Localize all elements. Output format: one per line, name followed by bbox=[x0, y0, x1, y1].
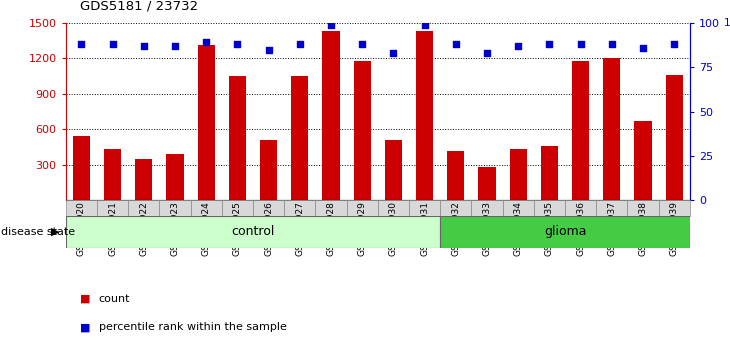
Bar bbox=[253, 200, 284, 216]
Point bbox=[575, 41, 586, 47]
Point bbox=[356, 41, 368, 47]
Point bbox=[512, 43, 524, 49]
Bar bbox=[510, 149, 527, 200]
Text: ▶: ▶ bbox=[51, 227, 60, 237]
Point bbox=[75, 41, 87, 47]
Text: control: control bbox=[231, 225, 274, 238]
Point bbox=[231, 41, 243, 47]
Text: GSM769931: GSM769931 bbox=[420, 201, 429, 256]
Point bbox=[294, 41, 306, 47]
Point bbox=[419, 22, 431, 28]
Bar bbox=[323, 31, 339, 200]
Text: GSM769926: GSM769926 bbox=[264, 201, 273, 256]
Bar bbox=[66, 200, 97, 216]
Bar bbox=[347, 200, 378, 216]
Text: GSM769922: GSM769922 bbox=[139, 201, 148, 256]
Bar bbox=[603, 58, 620, 200]
Bar bbox=[315, 200, 347, 216]
Bar bbox=[228, 76, 246, 200]
Text: GSM769935: GSM769935 bbox=[545, 201, 554, 256]
Bar bbox=[472, 200, 502, 216]
Text: ■: ■ bbox=[80, 294, 91, 304]
Bar bbox=[627, 200, 658, 216]
Text: GSM769932: GSM769932 bbox=[451, 201, 461, 256]
Text: GSM769921: GSM769921 bbox=[108, 201, 117, 256]
Bar bbox=[565, 200, 596, 216]
Bar bbox=[658, 200, 690, 216]
Text: GSM769928: GSM769928 bbox=[326, 201, 336, 256]
Point bbox=[606, 41, 618, 47]
Bar bbox=[541, 146, 558, 200]
Bar bbox=[440, 200, 472, 216]
Bar bbox=[104, 149, 121, 200]
Point bbox=[388, 50, 399, 56]
Bar bbox=[159, 200, 191, 216]
Bar bbox=[385, 140, 402, 200]
Point bbox=[669, 41, 680, 47]
Point bbox=[200, 40, 212, 45]
Bar bbox=[534, 200, 565, 216]
Text: GSM769930: GSM769930 bbox=[389, 201, 398, 256]
Bar bbox=[572, 61, 589, 200]
Bar bbox=[66, 216, 440, 248]
Point bbox=[481, 50, 493, 56]
Point bbox=[138, 43, 150, 49]
Bar bbox=[97, 200, 128, 216]
Bar bbox=[596, 200, 627, 216]
Text: 100%: 100% bbox=[724, 18, 730, 28]
Text: GSM769925: GSM769925 bbox=[233, 201, 242, 256]
Bar bbox=[409, 200, 440, 216]
Text: GDS5181 / 23732: GDS5181 / 23732 bbox=[80, 0, 199, 12]
Bar bbox=[128, 200, 159, 216]
Text: disease state: disease state bbox=[1, 227, 76, 237]
Bar bbox=[73, 136, 90, 200]
Text: GSM769936: GSM769936 bbox=[576, 201, 585, 256]
Text: GSM769927: GSM769927 bbox=[295, 201, 304, 256]
Bar bbox=[502, 200, 534, 216]
Bar bbox=[378, 200, 409, 216]
Point bbox=[637, 45, 649, 51]
Text: GSM769929: GSM769929 bbox=[358, 201, 366, 256]
Bar bbox=[284, 200, 315, 216]
Text: count: count bbox=[99, 294, 130, 304]
Bar bbox=[440, 216, 690, 248]
Bar bbox=[447, 151, 464, 200]
Text: GSM769920: GSM769920 bbox=[77, 201, 86, 256]
Bar bbox=[634, 121, 652, 200]
Text: GSM769938: GSM769938 bbox=[639, 201, 648, 256]
Bar bbox=[416, 31, 433, 200]
Bar bbox=[478, 167, 496, 200]
Bar bbox=[353, 61, 371, 200]
Point bbox=[325, 22, 337, 28]
Text: ■: ■ bbox=[80, 322, 91, 332]
Text: GSM769934: GSM769934 bbox=[514, 201, 523, 256]
Point bbox=[450, 41, 461, 47]
Bar bbox=[135, 159, 153, 200]
Text: percentile rank within the sample: percentile rank within the sample bbox=[99, 322, 286, 332]
Bar bbox=[291, 76, 308, 200]
Text: GSM769933: GSM769933 bbox=[483, 201, 491, 256]
Point bbox=[544, 41, 556, 47]
Point bbox=[169, 43, 181, 49]
Text: GSM769937: GSM769937 bbox=[607, 201, 616, 256]
Text: GSM769939: GSM769939 bbox=[669, 201, 679, 256]
Bar bbox=[198, 45, 215, 200]
Text: glioma: glioma bbox=[544, 225, 586, 238]
Point bbox=[107, 41, 118, 47]
Text: GSM769923: GSM769923 bbox=[170, 201, 180, 256]
Bar bbox=[666, 75, 683, 200]
Bar bbox=[166, 154, 183, 200]
Bar bbox=[222, 200, 253, 216]
Bar bbox=[191, 200, 222, 216]
Point bbox=[263, 47, 274, 52]
Bar bbox=[260, 140, 277, 200]
Text: GSM769924: GSM769924 bbox=[201, 201, 211, 256]
